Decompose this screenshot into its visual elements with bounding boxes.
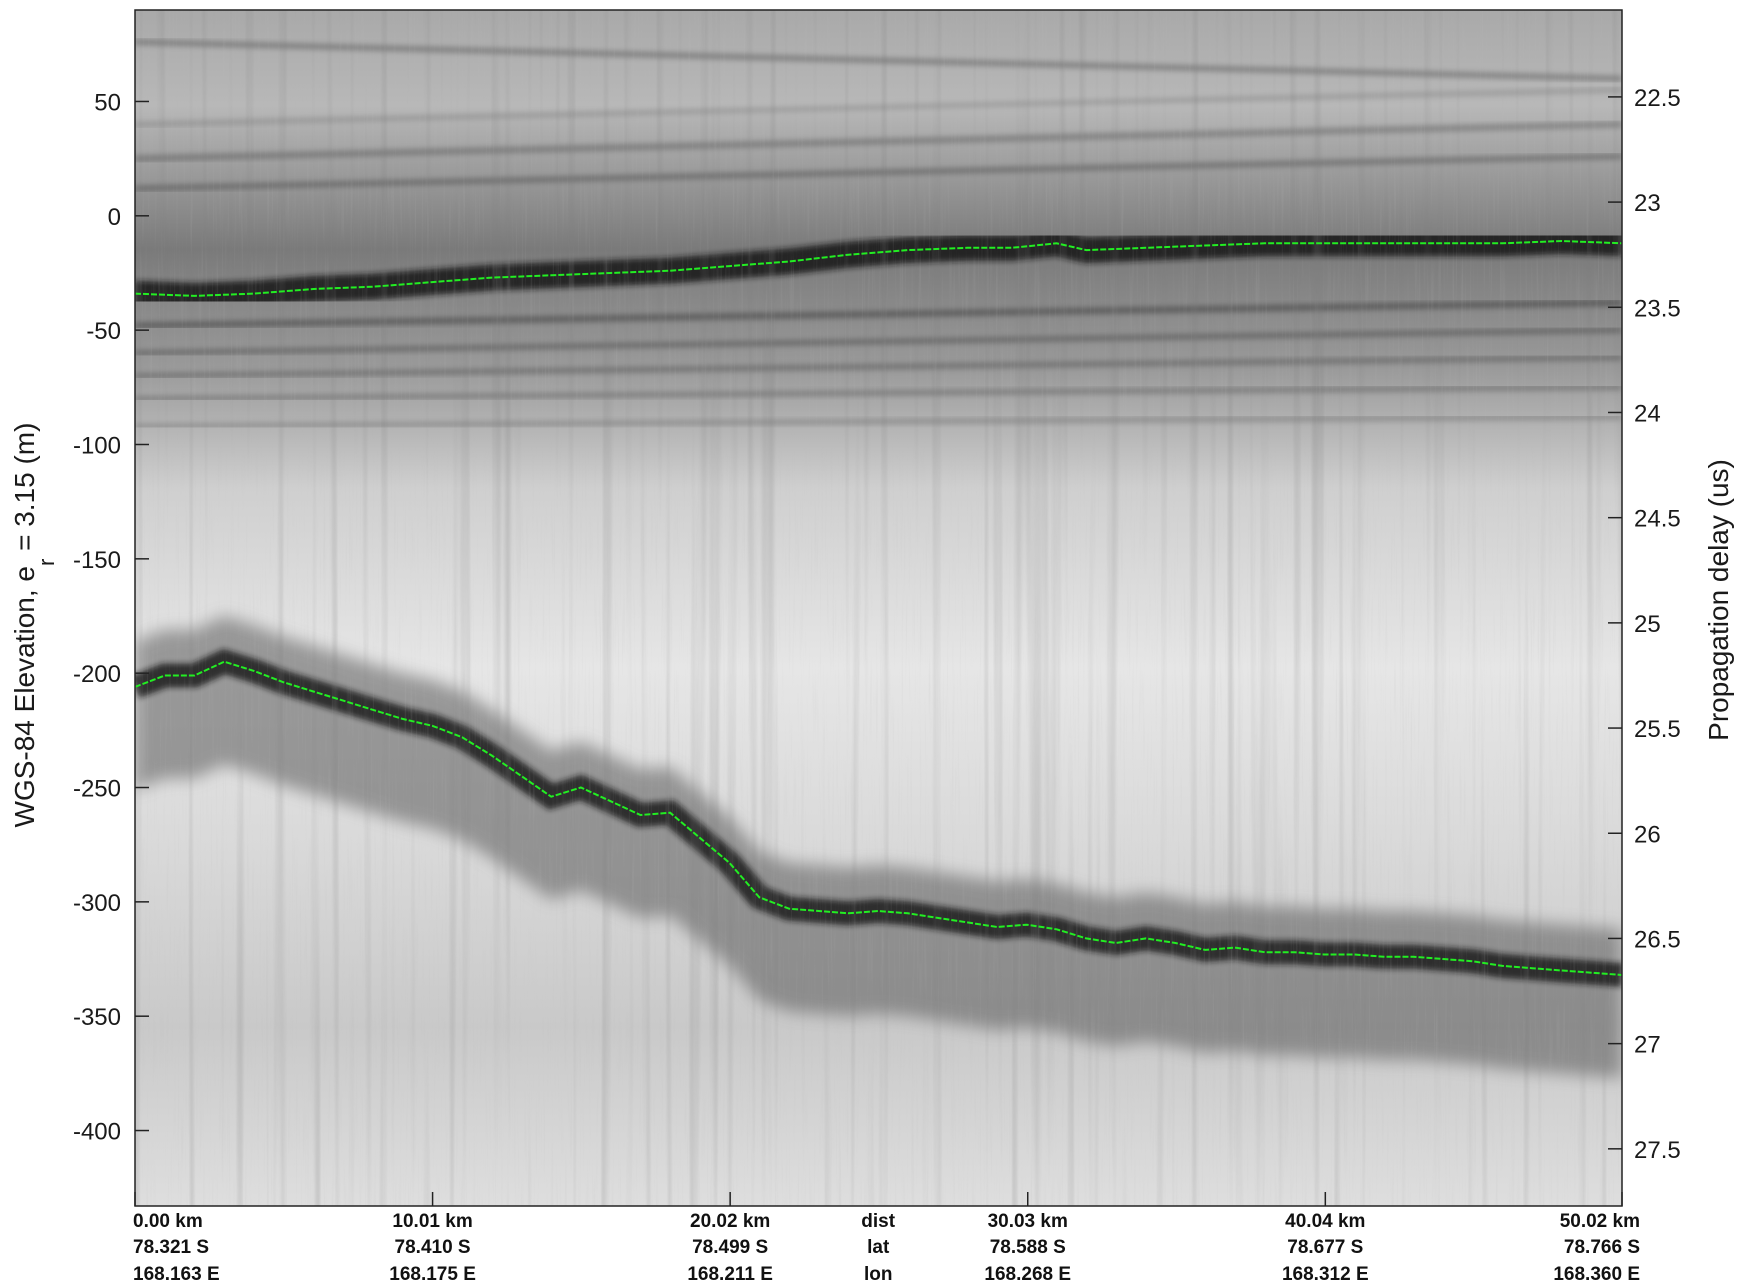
left-tick-label: -350 [73, 1004, 121, 1031]
bed-pick-line [135, 660, 1622, 976]
x-tick-lat-label: 78.588 S [990, 1237, 1066, 1258]
right-tick-label: 24.5 [1634, 506, 1681, 533]
right-tick-label: 24 [1634, 400, 1661, 427]
left-axis-title: WGS-84 Elevation, er = 3.15 (m) [9, 423, 59, 828]
left-tick-label: -100 [73, 432, 121, 459]
x-tick-lon-label: 168.312 E [1282, 1264, 1369, 1285]
x-tick-lon-label: 168.211 E [687, 1264, 773, 1285]
left-tick-label: -300 [73, 890, 121, 917]
left-tick-label: 50 [94, 89, 121, 116]
left-axis-title-suffix: = 3.15 (m) [9, 423, 40, 559]
x-tick-lat-label: 78.410 S [395, 1237, 471, 1258]
x-tick-dist-label: 20.02 km [690, 1211, 770, 1232]
right-tick-label: 26 [1634, 821, 1661, 848]
left-tick-label: -50 [86, 318, 121, 345]
x-row-label-lon: lon [864, 1264, 893, 1285]
radargram-image [135, 10, 1622, 1206]
plot-frame [134, 9, 1623, 1207]
x-tick-dist-label: 30.03 km [988, 1211, 1068, 1232]
left-tick-label: -250 [73, 776, 121, 803]
left-tick-label: -200 [73, 661, 121, 688]
right-tick-label: 23.5 [1634, 295, 1681, 322]
x-tick-lon-label: 168.175 E [389, 1264, 476, 1285]
left-axis-title-subscript: r [34, 559, 59, 566]
x-tick-lon-label: 168.360 E [1553, 1264, 1640, 1285]
x-tick-lat-label: 78.766 S [1564, 1237, 1640, 1258]
x-tick-lon-label: 168.163 E [133, 1264, 220, 1285]
x-tick-lon-label: 168.268 E [984, 1264, 1071, 1285]
x-tick-lat-label: 78.499 S [692, 1237, 768, 1258]
x-tick-lat-label: 78.677 S [1287, 1237, 1363, 1258]
x-tick-dist-label: 40.04 km [1285, 1211, 1365, 1232]
right-tick-label: 23 [1634, 190, 1661, 217]
x-tick-dist-label: 50.02 km [1560, 1211, 1640, 1232]
right-tick-label: 25 [1634, 611, 1661, 638]
right-tick-label: 22.5 [1634, 85, 1681, 112]
right-tick-label: 25.5 [1634, 716, 1681, 743]
right-axis-title: Propagation delay (us) [1703, 459, 1734, 741]
right-tick-label: 27.5 [1634, 1137, 1681, 1164]
left-axis-title-main: WGS-84 Elevation, e [9, 566, 40, 827]
left-tick-label: 0 [108, 204, 121, 231]
x-tick-dist-label: 10.01 km [392, 1211, 472, 1232]
x-tick-lat-label: 78.321 S [133, 1237, 209, 1258]
left-y-axis: 50 0 -50 -100 -150 -200 -250 -300 -350 -400 [73, 89, 149, 1146]
x-axis: 0.00 km 78.321 S 168.163 E 10.01 km 78.410 S… [133, 1192, 1640, 1285]
x-row-label-lat: lat [867, 1237, 890, 1258]
left-tick-label: -400 [73, 1119, 121, 1146]
x-row-label-dist: dist [861, 1211, 895, 1232]
x-tick-dist-label: 0.00 km [133, 1211, 203, 1232]
surface-pick-line [135, 239, 1622, 297]
left-tick-label: -150 [73, 547, 121, 574]
right-tick-label: 27 [1634, 1032, 1661, 1059]
right-y-axis: 22.5 23 23.5 24 24.5 25 25.5 26 26.5 27 27.5 [1608, 85, 1681, 1164]
right-tick-label: 26.5 [1634, 926, 1681, 953]
